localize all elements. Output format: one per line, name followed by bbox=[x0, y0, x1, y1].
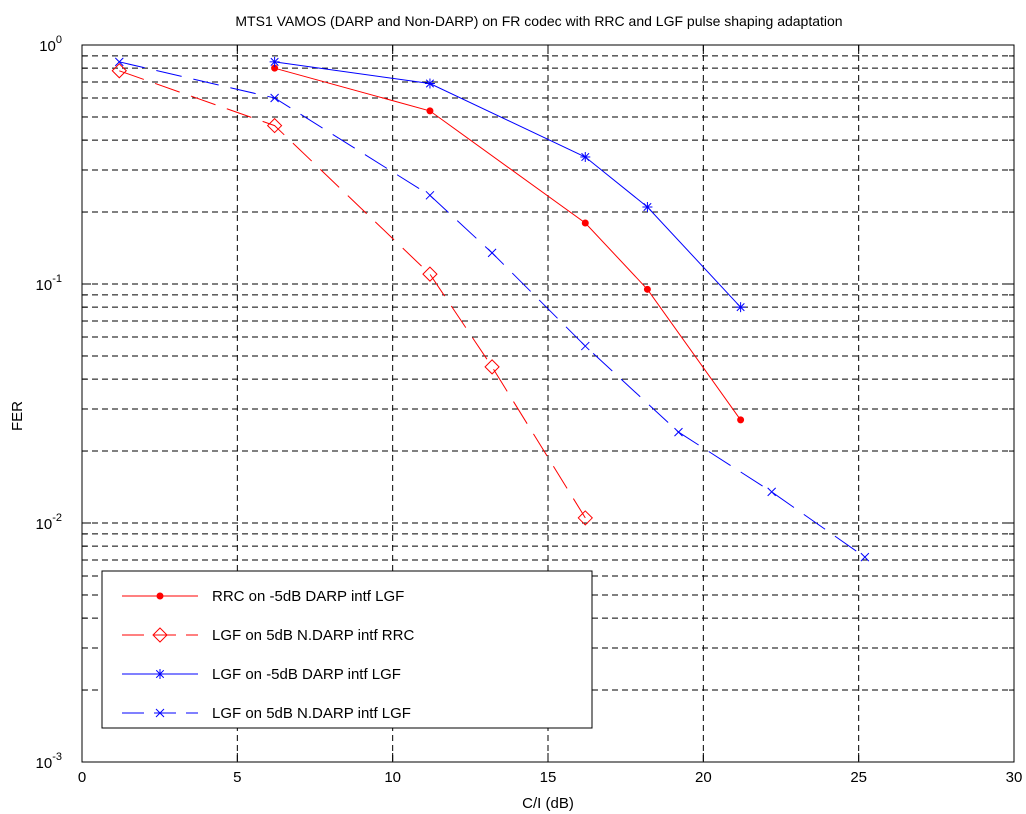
data-point bbox=[426, 107, 434, 115]
y-tick-label-exponent: -2 bbox=[52, 512, 62, 524]
x-axis-title: C/I (dB) bbox=[522, 795, 574, 812]
data-point bbox=[487, 248, 497, 258]
y-tick-label-base: 10 bbox=[36, 516, 53, 533]
data-point bbox=[642, 201, 653, 212]
x-tick-label: 10 bbox=[384, 769, 401, 786]
y-tick-label-base: 10 bbox=[36, 755, 53, 772]
series-line bbox=[119, 61, 866, 558]
legend-label: LGF on -5dB DARP intf LGF bbox=[212, 666, 401, 683]
y-tick-label: 100 bbox=[39, 34, 62, 55]
data-point bbox=[424, 78, 435, 89]
data-point bbox=[860, 552, 870, 562]
legend-label: LGF on 5dB N.DARP intf RRC bbox=[212, 627, 414, 644]
data-point bbox=[735, 302, 746, 313]
legend-label: LGF on 5dB N.DARP intf LGF bbox=[212, 705, 411, 722]
y-tick-label: 10-2 bbox=[36, 512, 62, 533]
marker-star-d2 bbox=[736, 303, 745, 312]
marker-dot bbox=[156, 592, 164, 600]
data-point bbox=[266, 117, 283, 134]
marker-x-d2 bbox=[580, 341, 590, 351]
marker-x-d2 bbox=[487, 248, 497, 258]
marker-dot bbox=[643, 285, 651, 293]
legend-marker bbox=[155, 669, 165, 679]
data-point bbox=[270, 93, 279, 103]
legend-box bbox=[101, 570, 593, 729]
legend-marker bbox=[152, 627, 168, 643]
series-3 bbox=[269, 56, 746, 313]
y-tick-label-base: 10 bbox=[39, 38, 56, 55]
series-line bbox=[119, 70, 586, 519]
data-point bbox=[580, 151, 591, 162]
y-tick-label-exponent: -1 bbox=[52, 273, 62, 285]
marker-diamond bbox=[266, 117, 283, 134]
data-point bbox=[577, 510, 593, 526]
data-point bbox=[484, 359, 500, 375]
series-4 bbox=[114, 57, 870, 562]
y-axis-title: FER bbox=[9, 401, 26, 431]
marker-diamond bbox=[577, 510, 593, 526]
marker-star-d2 bbox=[581, 152, 590, 162]
data-point bbox=[425, 190, 435, 200]
series-layer bbox=[111, 56, 870, 562]
marker-x-d2 bbox=[860, 552, 870, 562]
legend-marker bbox=[156, 592, 164, 600]
x-tick-label: 30 bbox=[1006, 769, 1023, 786]
series-1 bbox=[271, 64, 745, 424]
x-tick-label: 15 bbox=[540, 769, 557, 786]
legend-entry-1: RRC on -5dB DARP intf LGF bbox=[122, 588, 404, 605]
x-tick-label: 25 bbox=[850, 769, 867, 786]
data-point bbox=[581, 219, 589, 227]
marker-dot bbox=[737, 416, 745, 424]
x-tick-label: 5 bbox=[233, 769, 241, 786]
data-point bbox=[114, 57, 124, 67]
x-tick-label: 20 bbox=[695, 769, 712, 786]
y-tick-label-exponent: -3 bbox=[52, 751, 62, 763]
data-point bbox=[422, 266, 438, 282]
marker-star-d2 bbox=[270, 57, 279, 66]
legend-marker bbox=[155, 708, 165, 718]
marker-diamond bbox=[484, 359, 500, 375]
marker-diamond bbox=[422, 266, 438, 282]
y-tick-label-exponent: 0 bbox=[56, 34, 62, 46]
marker-x-d2 bbox=[674, 427, 683, 437]
data-point bbox=[767, 487, 777, 497]
marker-x-d2 bbox=[767, 487, 777, 497]
y-tick-label: 10-3 bbox=[36, 751, 62, 772]
data-point bbox=[580, 341, 590, 351]
marker-dot bbox=[426, 107, 434, 115]
marker-diamond bbox=[111, 63, 127, 79]
marker-diamond bbox=[152, 627, 168, 643]
marker-dot bbox=[581, 219, 589, 227]
legend: RRC on -5dB DARP intf LGF LGF on 5dB N.DA… bbox=[101, 570, 593, 729]
marker-x-d2 bbox=[114, 57, 124, 67]
data-point bbox=[674, 427, 683, 437]
legend-entry-2: LGF on 5dB N.DARP intf RRC bbox=[122, 627, 414, 644]
chart-title: MTS1 VAMOS (DARP and Non-DARP) on FR cod… bbox=[235, 13, 842, 29]
series-2 bbox=[111, 63, 593, 526]
x-tick-label: 0 bbox=[78, 769, 86, 786]
marker-x-d2 bbox=[425, 190, 435, 200]
y-tick-label: 10-1 bbox=[36, 273, 62, 294]
legend-label: RRC on -5dB DARP intf LGF bbox=[212, 588, 404, 605]
marker-star-d2 bbox=[425, 79, 435, 88]
y-tick-label-base: 10 bbox=[36, 277, 53, 294]
marker-star-d2 bbox=[643, 202, 652, 212]
data-point bbox=[269, 56, 280, 67]
data-point bbox=[643, 285, 651, 293]
data-point bbox=[737, 416, 745, 424]
marker-x-d2 bbox=[155, 708, 165, 718]
marker-star-d2 bbox=[155, 669, 165, 679]
legend-entry-4: LGF on 5dB N.DARP intf LGF bbox=[122, 705, 411, 722]
data-point bbox=[111, 63, 127, 79]
legend-entry-3: LGF on -5dB DARP intf LGF bbox=[122, 666, 401, 683]
marker-x-d2 bbox=[270, 93, 279, 103]
